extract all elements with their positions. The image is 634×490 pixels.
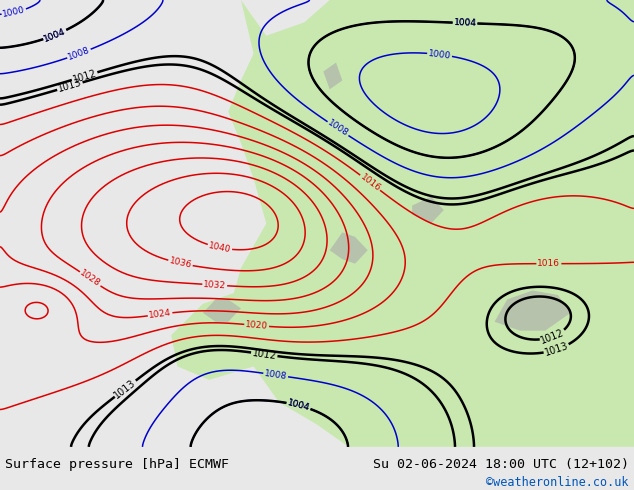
Text: 1012: 1012 bbox=[252, 348, 277, 361]
Text: 1036: 1036 bbox=[168, 256, 193, 270]
Text: Surface pressure [hPa] ECMWF: Surface pressure [hPa] ECMWF bbox=[5, 458, 229, 471]
Text: 1024: 1024 bbox=[148, 308, 172, 320]
Text: 1016: 1016 bbox=[358, 172, 382, 193]
Text: 1004: 1004 bbox=[42, 26, 67, 43]
Text: 1013: 1013 bbox=[543, 341, 570, 358]
Text: 1008: 1008 bbox=[67, 46, 91, 62]
Text: ©weatheronline.co.uk: ©weatheronline.co.uk bbox=[486, 476, 629, 489]
Polygon shape bbox=[203, 299, 241, 322]
Text: 1004: 1004 bbox=[287, 398, 311, 413]
Text: 1008: 1008 bbox=[326, 119, 350, 139]
Text: Su 02-06-2024 18:00 UTC (12+102): Su 02-06-2024 18:00 UTC (12+102) bbox=[373, 458, 629, 471]
Text: 1020: 1020 bbox=[245, 320, 268, 331]
Polygon shape bbox=[171, 291, 279, 380]
Text: 1013: 1013 bbox=[56, 78, 83, 95]
Text: 1000: 1000 bbox=[2, 6, 26, 19]
Text: 1028: 1028 bbox=[78, 269, 102, 289]
Polygon shape bbox=[228, 0, 634, 447]
Text: 1016: 1016 bbox=[538, 259, 560, 268]
Text: 1004: 1004 bbox=[453, 18, 477, 28]
Polygon shape bbox=[323, 63, 342, 89]
Text: 1012: 1012 bbox=[540, 327, 566, 345]
Text: 1013: 1013 bbox=[112, 377, 138, 400]
Text: 1008: 1008 bbox=[264, 369, 288, 381]
Text: 1032: 1032 bbox=[203, 280, 226, 290]
Polygon shape bbox=[495, 291, 571, 331]
Text: 1040: 1040 bbox=[208, 241, 232, 254]
Text: 1000: 1000 bbox=[428, 49, 451, 60]
Text: 1012: 1012 bbox=[72, 68, 98, 84]
Polygon shape bbox=[412, 196, 444, 223]
Text: 1004: 1004 bbox=[287, 398, 311, 413]
Text: 1004: 1004 bbox=[42, 26, 67, 43]
Text: 1004: 1004 bbox=[453, 18, 477, 28]
Polygon shape bbox=[330, 232, 368, 264]
